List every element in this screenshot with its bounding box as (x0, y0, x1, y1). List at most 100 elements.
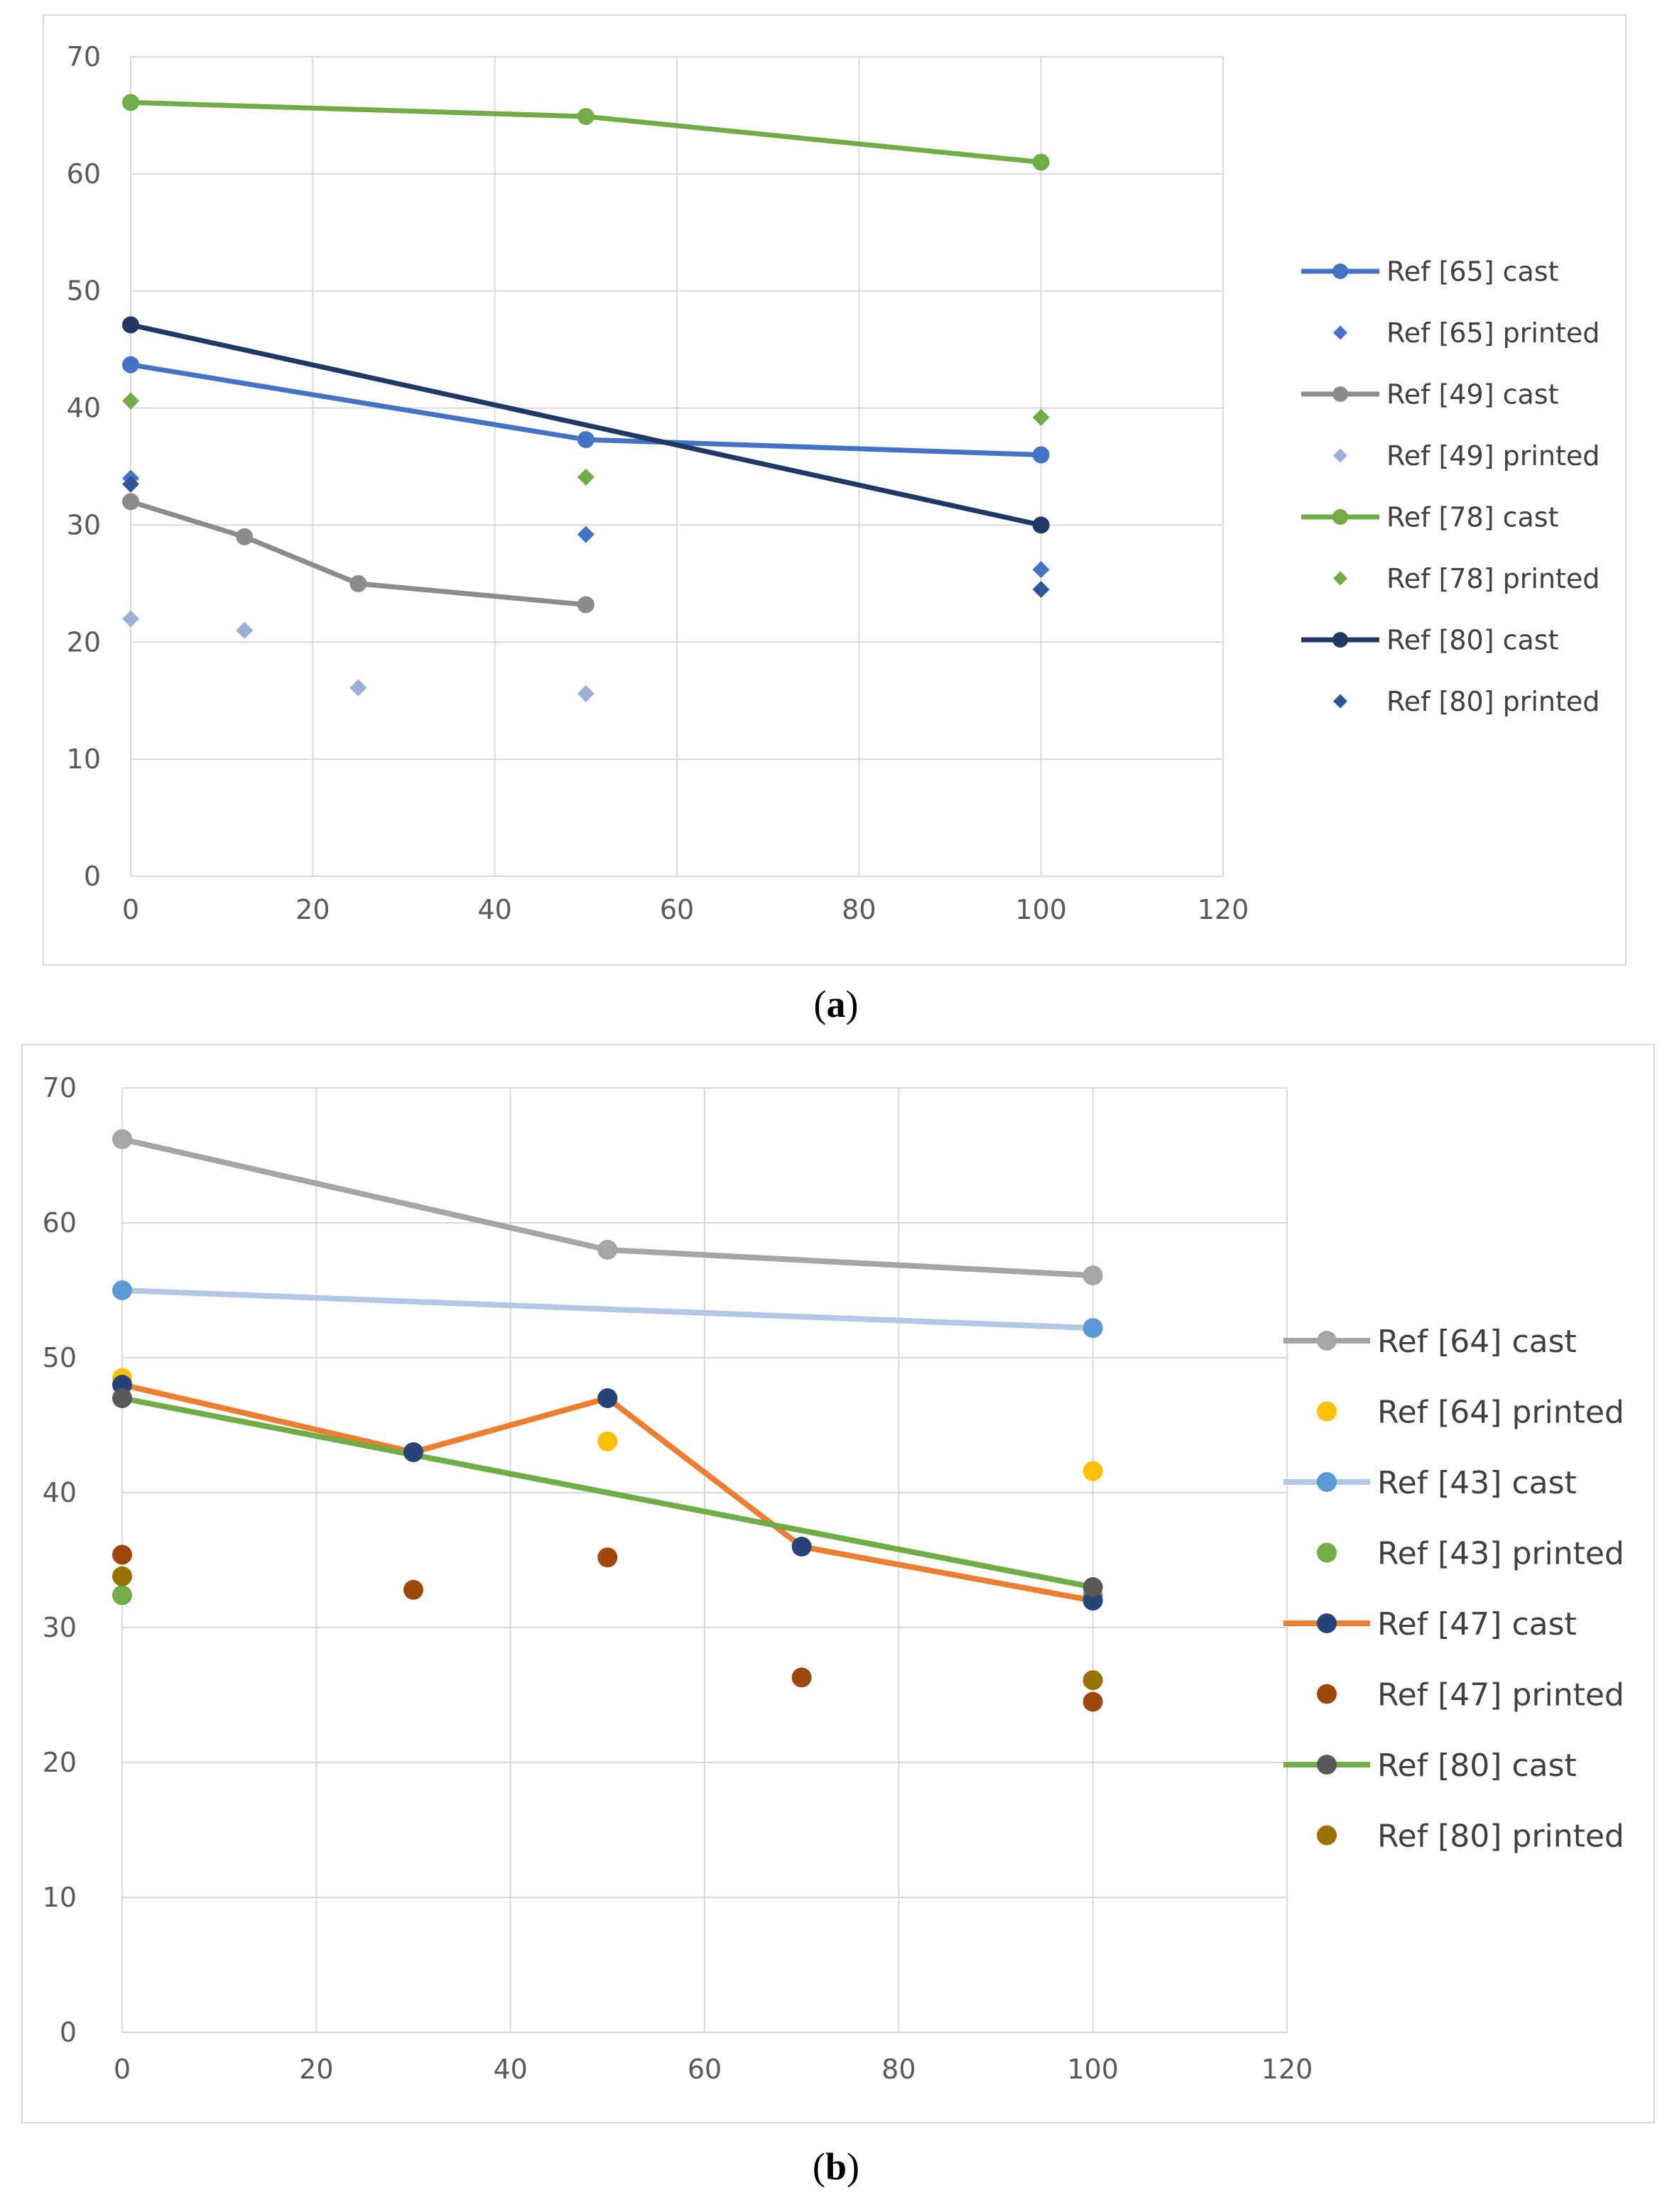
data-point-a-0 (1032, 446, 1050, 464)
data-point-b-7 (1082, 1670, 1103, 1691)
legend-marker-a-0 (1332, 263, 1348, 279)
legend-marker-b-3 (1317, 1542, 1337, 1563)
y-tick-label: 10 (67, 743, 101, 775)
y-tick-label: 60 (43, 1207, 77, 1238)
y-tick-label: 10 (43, 1882, 77, 1913)
y-tick-label: 70 (67, 41, 101, 72)
legend-marker-b-7 (1317, 1825, 1337, 1846)
x-tick-label: 20 (299, 2054, 333, 2085)
data-point-a-2 (577, 596, 595, 614)
legend-label-b-6: Ref [80] cast (1377, 1748, 1577, 1784)
legend-marker-a-3 (1333, 448, 1347, 463)
data-point-a-3 (236, 621, 254, 639)
legend-label-a-4: Ref [78] cast (1386, 502, 1559, 533)
data-point-a-1 (577, 525, 595, 543)
x-tick-label: 40 (493, 2054, 527, 2085)
y-tick-label: 50 (43, 1342, 77, 1373)
data-point-b-5 (597, 1547, 618, 1568)
y-tick-label: 30 (43, 1612, 77, 1643)
legend-marker-a-7 (1333, 694, 1347, 709)
data-point-a-3 (349, 679, 367, 697)
data-point-b-3 (112, 1585, 132, 1606)
legend-label-a-3: Ref [49] printed (1386, 440, 1600, 472)
caption-a: (a) (765, 982, 907, 1026)
x-tick-label: 100 (1015, 894, 1067, 925)
data-point-a-0 (577, 431, 595, 449)
data-point-b-1 (597, 1431, 618, 1451)
data-point-b-0 (112, 1129, 132, 1150)
y-tick-label: 60 (67, 158, 101, 190)
series-line-a-2 (128, 498, 589, 608)
caption-b-letter: b (825, 2145, 847, 2188)
data-point-a-2 (236, 528, 254, 545)
data-point-a-6 (122, 316, 139, 334)
data-point-b-5 (791, 1667, 812, 1688)
chart-a: 0 10 20 30 40 50 60 70 0 20 40 60 80 100 120 Ref [65] c… (67, 41, 1600, 925)
legend-marker-b-2 (1317, 1472, 1337, 1492)
y-tick-label: 70 (43, 1072, 77, 1104)
legend-label-b-5: Ref [47] printed (1377, 1677, 1624, 1713)
legend-marker-a-5 (1333, 571, 1347, 586)
data-point-a-4 (1032, 153, 1050, 171)
y-tick-label: 20 (67, 626, 101, 658)
data-point-a-1 (1032, 561, 1050, 579)
y-tick-label: 40 (67, 393, 101, 424)
caption-a-close: ) (845, 983, 859, 1025)
legend-label-a-5: Ref [78] printed (1386, 563, 1600, 594)
legend-label-a-0: Ref [65] cast (1386, 256, 1559, 288)
x-tick-label: 80 (881, 2054, 916, 2085)
data-point-b-0 (597, 1240, 618, 1260)
data-point-b-2 (112, 1280, 132, 1300)
caption-a-letter: a (826, 983, 846, 1025)
y-tick-label: 40 (43, 1477, 77, 1508)
data-point-b-5 (403, 1579, 423, 1600)
x-tick-label: 0 (114, 2054, 131, 2085)
x-tick-label: 120 (1261, 2054, 1313, 2085)
y-tick-label: 20 (43, 1747, 77, 1778)
legend-label-a-6: Ref [80] cast (1386, 625, 1559, 656)
series-line-b-2 (119, 1287, 1096, 1331)
series-line-a-6 (128, 322, 1044, 528)
y-tick-label: 50 (67, 276, 101, 307)
chart-panel-b: 0 10 20 30 40 50 60 70 0 20 40 60 80 100 120 Ref [64] c… (21, 1044, 1655, 2123)
x-tick-label: 100 (1067, 2054, 1119, 2085)
caption-b-close: ) (847, 2145, 859, 2188)
data-point-a-4 (577, 108, 595, 126)
data-point-b-6 (112, 1388, 132, 1408)
x-tick-label: 80 (842, 894, 876, 925)
legend-marker-a-6 (1332, 632, 1348, 648)
series-line-b-6 (119, 1395, 1096, 1590)
data-point-a-7 (122, 475, 139, 493)
legend-marker-b-4 (1317, 1613, 1337, 1633)
data-point-b-1 (1082, 1461, 1103, 1481)
legend-label-b-2: Ref [43] cast (1377, 1465, 1577, 1501)
data-point-a-5 (1032, 408, 1050, 426)
x-tick-label: 120 (1198, 894, 1249, 925)
legend-marker-a-4 (1332, 509, 1348, 525)
chart-panel-a: 0 10 20 30 40 50 60 70 0 20 40 60 80 100 120 Ref [65] c… (43, 14, 1627, 966)
data-point-b-0 (1082, 1265, 1103, 1286)
data-point-b-5 (1082, 1691, 1103, 1712)
data-point-b-2 (1082, 1318, 1103, 1339)
data-point-a-5 (577, 468, 595, 486)
caption-a-open: ( (813, 983, 827, 1025)
data-point-b-5 (112, 1544, 132, 1565)
data-point-a-7 (1032, 581, 1050, 599)
y-tick-label: 0 (60, 2017, 77, 2048)
caption-b-open: ( (812, 2145, 825, 2188)
caption-b: (b) (765, 2145, 907, 2189)
legend-marker-a-2 (1332, 386, 1348, 402)
data-point-a-2 (349, 574, 367, 592)
legend-marker-b-1 (1317, 1401, 1337, 1422)
x-tick-label: 60 (688, 2054, 722, 2085)
legend-label-b-3: Ref [43] printed (1377, 1535, 1624, 1571)
x-tick-label: 40 (477, 894, 511, 925)
y-tick-label: 0 (84, 861, 101, 892)
legend-label-a-1: Ref [65] printed (1386, 317, 1600, 349)
legend-marker-b-5 (1317, 1684, 1337, 1704)
legend-label-b-7: Ref [80] printed (1377, 1818, 1624, 1854)
data-point-b-4 (791, 1537, 812, 1557)
x-tick-label: 0 (122, 894, 139, 925)
legend-label-b-1: Ref [64] printed (1377, 1394, 1624, 1430)
legend-label-b-0: Ref [64] cast (1377, 1324, 1577, 1360)
